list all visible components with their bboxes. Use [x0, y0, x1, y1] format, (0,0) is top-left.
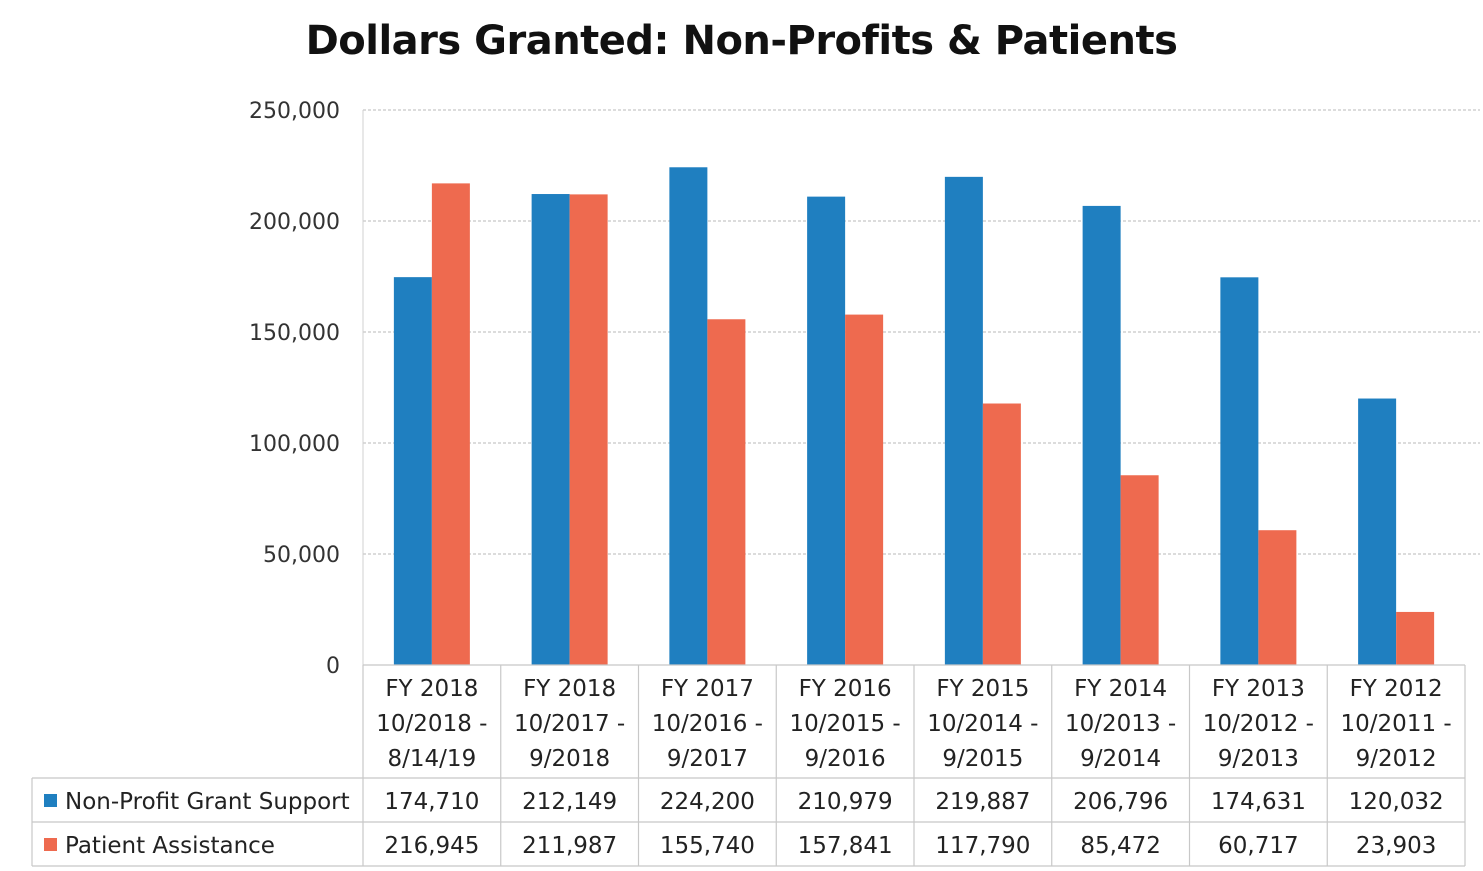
y-tick-label: 50,000	[263, 543, 340, 568]
x-tick-label: 10/2016 -	[652, 711, 763, 737]
bar-patient	[982, 403, 1021, 665]
x-tick-label: 9/2016	[805, 746, 886, 772]
bar-non-profit	[531, 194, 570, 665]
data-label: 216,945	[384, 833, 479, 859]
bar-patient	[845, 314, 884, 665]
x-tick-label: 10/2015 -	[790, 711, 901, 737]
y-tick-label: 200,000	[249, 210, 340, 235]
y-tick-label: 0	[326, 654, 340, 679]
x-tick-label: FY 2017	[661, 676, 754, 702]
legend-label: Patient Assistance	[65, 833, 275, 859]
data-label: 219,887	[935, 789, 1030, 815]
legend-key	[44, 838, 57, 851]
data-label: 23,903	[1356, 833, 1436, 859]
bars	[393, 167, 1435, 666]
x-tick-label: 8/14/19	[388, 746, 477, 772]
x-tick-label: 10/2014 -	[927, 711, 1038, 737]
data-label: 85,472	[1080, 833, 1160, 859]
x-tick-label: 10/2012 -	[1203, 711, 1314, 737]
x-tick-label: FY 2015	[936, 676, 1029, 702]
bar-non-profit	[1082, 205, 1121, 665]
data-label: 174,631	[1211, 789, 1306, 815]
y-tick-label: 250,000	[249, 99, 340, 124]
bar-patient	[569, 194, 608, 665]
x-tick-label: 10/2018 -	[376, 711, 487, 737]
data-label: 206,796	[1073, 789, 1168, 815]
x-tick-label: 9/2018	[529, 746, 610, 772]
x-tick-label: 9/2013	[1218, 746, 1299, 772]
x-tick-label: FY 2014	[1074, 676, 1167, 702]
data-label: 60,717	[1218, 833, 1298, 859]
bar-non-profit	[393, 277, 432, 665]
x-tick-label: 9/2015	[942, 746, 1023, 772]
chart-title: Dollars Granted: Non-Profits & Patients	[305, 18, 1178, 64]
x-tick-label: FY 2018	[523, 676, 616, 702]
gridlines	[362, 109, 1480, 665]
data-label: 212,149	[522, 789, 617, 815]
bar-patient	[707, 319, 746, 665]
bar-non-profit	[1220, 277, 1259, 665]
bar-patient	[1258, 530, 1297, 665]
bar-non-profit	[807, 196, 846, 665]
data-label: 224,200	[660, 789, 755, 815]
x-tick-label: FY 2012	[1350, 676, 1443, 702]
x-tick-label: 10/2011 -	[1341, 711, 1452, 737]
data-label: 210,979	[798, 789, 893, 815]
data-label: 120,032	[1349, 789, 1444, 815]
bar-non-profit	[669, 167, 708, 665]
y-tick-label: 100,000	[249, 432, 340, 457]
x-tick-label: 10/2013 -	[1065, 711, 1176, 737]
x-tick-label: FY 2013	[1212, 676, 1305, 702]
data-label: 174,710	[384, 789, 479, 815]
x-tick-label: 9/2014	[1080, 746, 1161, 772]
x-tick-label: 9/2012	[1356, 746, 1437, 772]
bar-patient	[1396, 611, 1435, 665]
bar-non-profit	[944, 176, 983, 665]
legend-key	[44, 794, 57, 807]
bar-patient	[431, 183, 470, 666]
y-axis-ticks: 0 50,000 100,000 150,000 200,000 250,000	[249, 99, 340, 679]
bar-patient	[1120, 475, 1159, 665]
x-tick-label: 9/2017	[667, 746, 748, 772]
bar-non-profit	[1358, 398, 1397, 665]
x-tick-label: 10/2017 -	[514, 711, 625, 737]
data-label: 211,987	[522, 833, 617, 859]
data-label: 157,841	[798, 833, 893, 859]
x-tick-label: FY 2018	[385, 676, 478, 702]
x-tick-label: FY 2016	[799, 676, 892, 702]
data-table: FY 2018 10/2018 - 8/14/19 174,710 216,945 FY …	[31, 664, 1466, 867]
data-label: 117,790	[935, 833, 1030, 859]
legend-label: Non-Profit Grant Support	[65, 789, 350, 815]
y-tick-label: 150,000	[249, 321, 340, 346]
data-label: 155,740	[660, 833, 755, 859]
